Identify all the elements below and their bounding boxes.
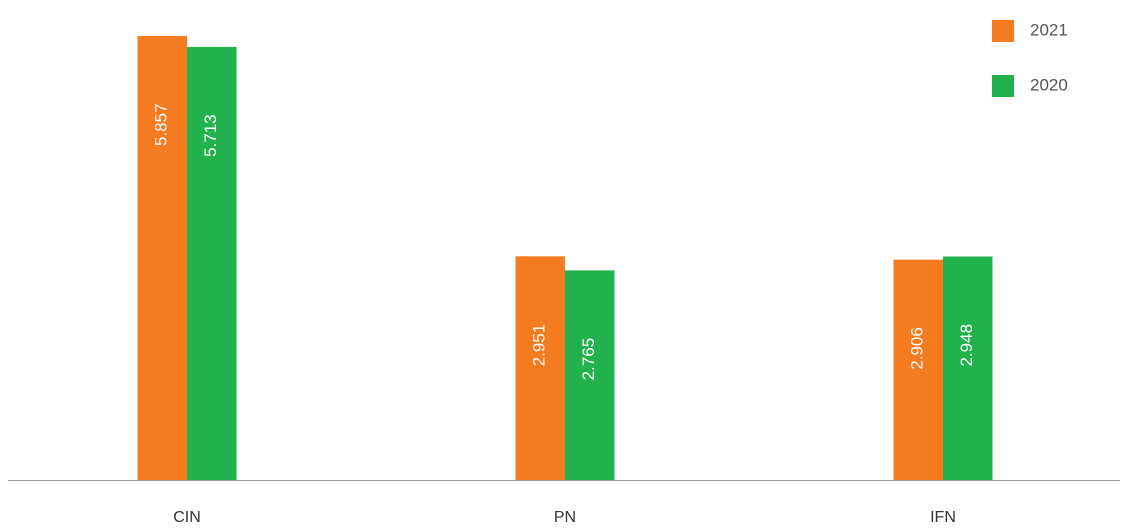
x-tick-label: IFN [930,509,956,526]
data-label: 2.951 [530,324,549,367]
x-tick-label: CIN [173,509,201,526]
bar [943,256,993,480]
bar [565,270,615,480]
data-label: 5.857 [152,103,171,146]
bar [515,256,565,480]
legend-label: 2021 [1030,20,1068,39]
legend-label: 2020 [1030,75,1068,94]
data-label: 2.765 [579,338,598,381]
legend-swatch [992,75,1014,97]
bar [893,259,943,480]
data-label: 2.948 [957,324,976,367]
x-tick-label: PN [554,509,576,526]
bar [187,46,237,480]
legend-swatch [992,20,1014,42]
data-label: 5.713 [201,114,220,157]
data-label: 2.906 [908,327,927,370]
bar [137,36,187,480]
